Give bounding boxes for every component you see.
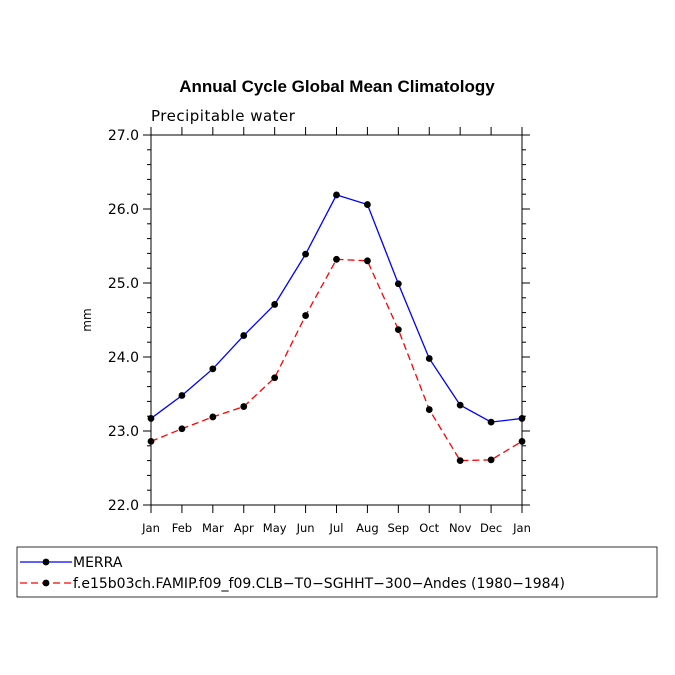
data-point [394, 326, 402, 334]
data-point [147, 415, 155, 422]
data-point [302, 250, 309, 258]
x-tick-label: Aug [356, 521, 378, 535]
data-point [425, 355, 433, 362]
data-point [394, 280, 402, 288]
x-tick-label: Jul [329, 521, 344, 535]
data-point [487, 418, 495, 426]
data-point [333, 255, 340, 263]
data-point [456, 457, 464, 464]
x-tick-label: Jan [512, 521, 531, 535]
y-tick-label: 23.0 [108, 424, 139, 440]
data-point [178, 425, 186, 433]
data-point [271, 301, 279, 308]
plot-frame [150, 134, 523, 506]
x-tick-label: Dec [480, 521, 502, 535]
x-tick-label: Apr [234, 521, 254, 535]
data-point [271, 374, 279, 382]
series-group [147, 191, 526, 464]
data-point [209, 365, 217, 373]
data-point [240, 332, 248, 339]
axes: 22.0 23.0 24.0 25.0 26.0 27.0 Jan Feb Mar Apr May J… [80, 127, 531, 535]
data-point [364, 201, 371, 208]
legend-label-0: MERRA [73, 555, 123, 571]
x-tick-label: Jan [141, 521, 160, 535]
x-tick-label: Oct [419, 521, 439, 535]
x-tick-label: Nov [449, 521, 472, 535]
chart-subtitle: Precipitable water [151, 107, 296, 125]
data-point [364, 257, 371, 265]
x-tick-label: Mar [202, 521, 224, 535]
data-point [302, 312, 309, 319]
x-tick-label: Jun [296, 521, 315, 535]
y-tick-label: 27.0 [108, 128, 139, 144]
data-point [518, 437, 526, 445]
series-line-0 [150, 194, 523, 423]
y-tick-label: 24.0 [108, 350, 139, 366]
x-tick-label: Sep [387, 521, 409, 535]
chart-title: Annual Cycle Global Mean Climatology [179, 77, 495, 96]
data-point [147, 437, 155, 445]
data-point [487, 456, 495, 464]
y-tick-label: 22.0 [108, 498, 139, 514]
legend-marker-0 [42, 558, 50, 566]
series-line-1 [150, 258, 523, 462]
data-point [178, 392, 186, 399]
data-point [333, 191, 340, 199]
x-tick-label: May [263, 521, 287, 535]
legend-label-1: f.e15b03ch.FAMIP.f09_f09.CLB−T0−SGHHT−30… [73, 576, 565, 592]
y-tick-label: 26.0 [108, 202, 139, 218]
x-tick-label: Feb [172, 521, 192, 535]
data-point [425, 406, 433, 413]
y-axis-label: mm [80, 308, 94, 331]
data-point [456, 401, 464, 409]
data-point [209, 413, 217, 421]
legend-box [16, 546, 658, 598]
y-tick-label: 25.0 [108, 276, 139, 292]
data-point [518, 415, 526, 422]
data-point [240, 403, 248, 410]
legend-marker-1 [42, 579, 50, 587]
legend: MERRA f.e15b03ch.FAMIP.f09_f09.CLB−T0−SGH… [16, 546, 658, 598]
